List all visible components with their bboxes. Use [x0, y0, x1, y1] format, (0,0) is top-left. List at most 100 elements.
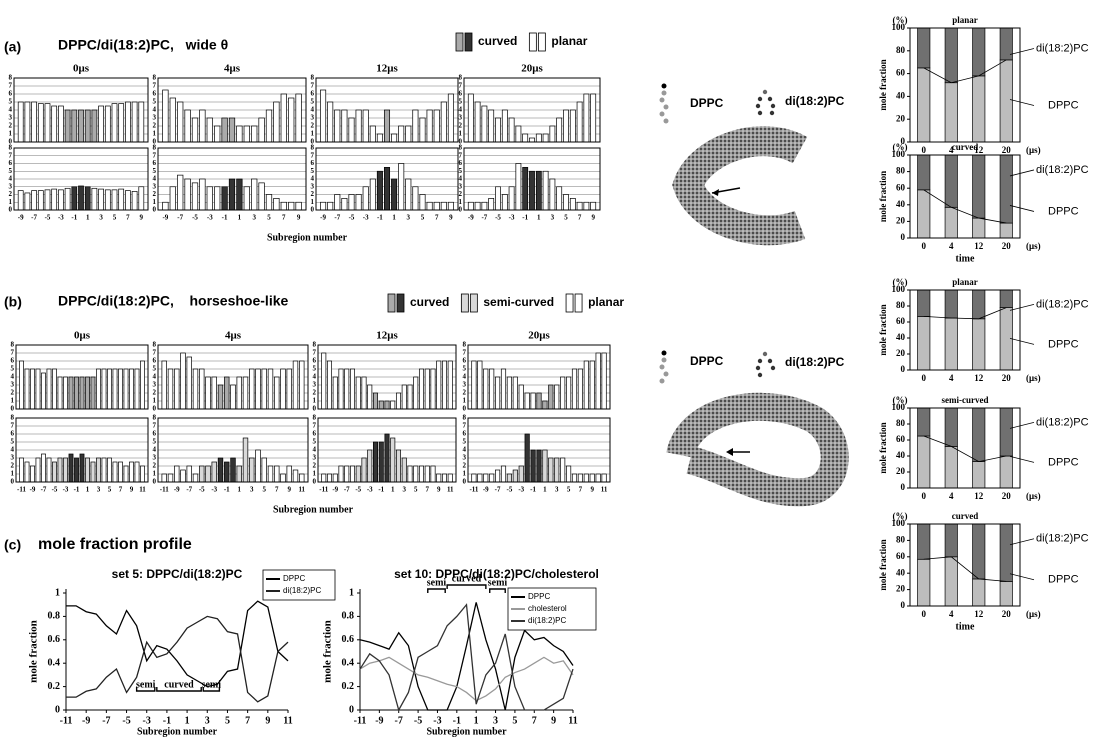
- bar: [123, 368, 129, 410]
- y-tick-label: 5: [9, 167, 13, 175]
- bar: [481, 201, 488, 211]
- bar: [35, 457, 41, 483]
- bar: [46, 457, 52, 483]
- bar: [295, 201, 302, 211]
- y-tick-label: 0: [9, 206, 13, 214]
- x-tick-label: 9: [551, 715, 556, 726]
- bar: [230, 384, 236, 410]
- plot-frame: [463, 147, 601, 211]
- x-tick-label: 7: [126, 214, 130, 222]
- bar: [338, 465, 344, 483]
- y-tick-label: 2: [153, 190, 157, 198]
- bar: [522, 167, 529, 211]
- molecule-label: DPPC: [690, 96, 724, 110]
- x-unit-label: (μs): [1026, 145, 1041, 155]
- legend-label: curved: [410, 295, 449, 309]
- bar: [344, 465, 350, 483]
- bar: [401, 384, 407, 410]
- bar: [424, 465, 430, 483]
- bar: [199, 109, 206, 143]
- bar: [98, 188, 104, 211]
- bar-segment: [972, 523, 986, 580]
- x-tick-label: -1: [522, 214, 528, 222]
- bar: [426, 109, 433, 143]
- bar: [548, 457, 554, 483]
- bar: [205, 376, 211, 410]
- membrane-snapshot: [672, 126, 808, 246]
- y-tick-label: 3: [9, 114, 13, 122]
- x-tick-label: 0: [922, 609, 927, 619]
- y-tick-label: 4: [153, 175, 157, 183]
- y-tick-label: 0: [311, 206, 315, 214]
- bar: [236, 376, 242, 410]
- x-tick-label: 12: [974, 373, 984, 383]
- bar: [125, 190, 131, 211]
- y-tick-label: 4: [11, 373, 15, 381]
- y-tick-label: 60: [896, 182, 906, 192]
- bar: [474, 101, 481, 143]
- y-tick-label: 0.6: [48, 634, 61, 645]
- x-tick-label: -1: [377, 214, 383, 222]
- bar: [180, 469, 186, 483]
- bar: [162, 89, 169, 143]
- unit-label: (%): [893, 277, 908, 287]
- bar: [129, 461, 134, 483]
- bar: [554, 384, 560, 410]
- bar: [471, 360, 477, 410]
- bar: [348, 194, 355, 211]
- x-tick-label: -1: [378, 486, 384, 494]
- bar: [243, 186, 250, 211]
- bar-segment: [917, 67, 931, 143]
- bracket: [489, 588, 506, 593]
- bar: [447, 201, 454, 211]
- y-tick-label: 1: [349, 587, 354, 598]
- x-tick-label: 9: [140, 214, 144, 222]
- bar: [63, 376, 68, 410]
- bar: [274, 376, 280, 410]
- plot-frame: [13, 147, 149, 211]
- bar: [488, 109, 495, 143]
- bar: [471, 473, 477, 483]
- x-tick-label: 11: [568, 715, 577, 726]
- y-tick-label: 7: [459, 151, 463, 159]
- y-tick-label: 100: [892, 402, 906, 412]
- bar-segment: [972, 461, 986, 489]
- bar: [90, 376, 96, 410]
- y-tick-label: 6: [153, 357, 157, 365]
- bar: [180, 352, 186, 410]
- bar: [58, 105, 64, 143]
- bar: [447, 360, 453, 410]
- y-tick-label: 40: [896, 332, 906, 342]
- x-tick-label: -7: [31, 214, 37, 222]
- y-tick-label: 1: [9, 130, 13, 138]
- bar: [583, 360, 589, 410]
- bar: [261, 457, 267, 483]
- bar: [167, 368, 174, 410]
- x-tick-label: -3: [143, 715, 151, 726]
- bar-segment: [999, 407, 1013, 457]
- bar-segment: [972, 318, 986, 371]
- dppc-trend: [923, 59, 1007, 84]
- x-tick-label: -11: [319, 486, 328, 494]
- bar: [440, 101, 447, 143]
- y-tick-label: 6: [463, 430, 467, 438]
- y-tick-label: 7: [313, 349, 317, 357]
- y-tick-label: 6: [9, 90, 13, 98]
- bar-segment: [917, 523, 931, 560]
- bar: [419, 194, 426, 211]
- bar: [44, 103, 51, 143]
- bar: [542, 170, 549, 211]
- x-tick-label: 5: [567, 486, 571, 494]
- x-tick-label: 0: [922, 145, 927, 155]
- bar: [576, 101, 583, 143]
- bar: [91, 109, 98, 143]
- y-tick-label: 2: [153, 122, 157, 130]
- bar: [206, 186, 213, 211]
- bar: [595, 473, 601, 483]
- bar: [436, 473, 442, 483]
- x-tick-label: 4: [949, 491, 954, 501]
- bar: [583, 201, 590, 211]
- x-tick-label: -5: [45, 214, 51, 222]
- x-tick-label: -5: [506, 486, 512, 494]
